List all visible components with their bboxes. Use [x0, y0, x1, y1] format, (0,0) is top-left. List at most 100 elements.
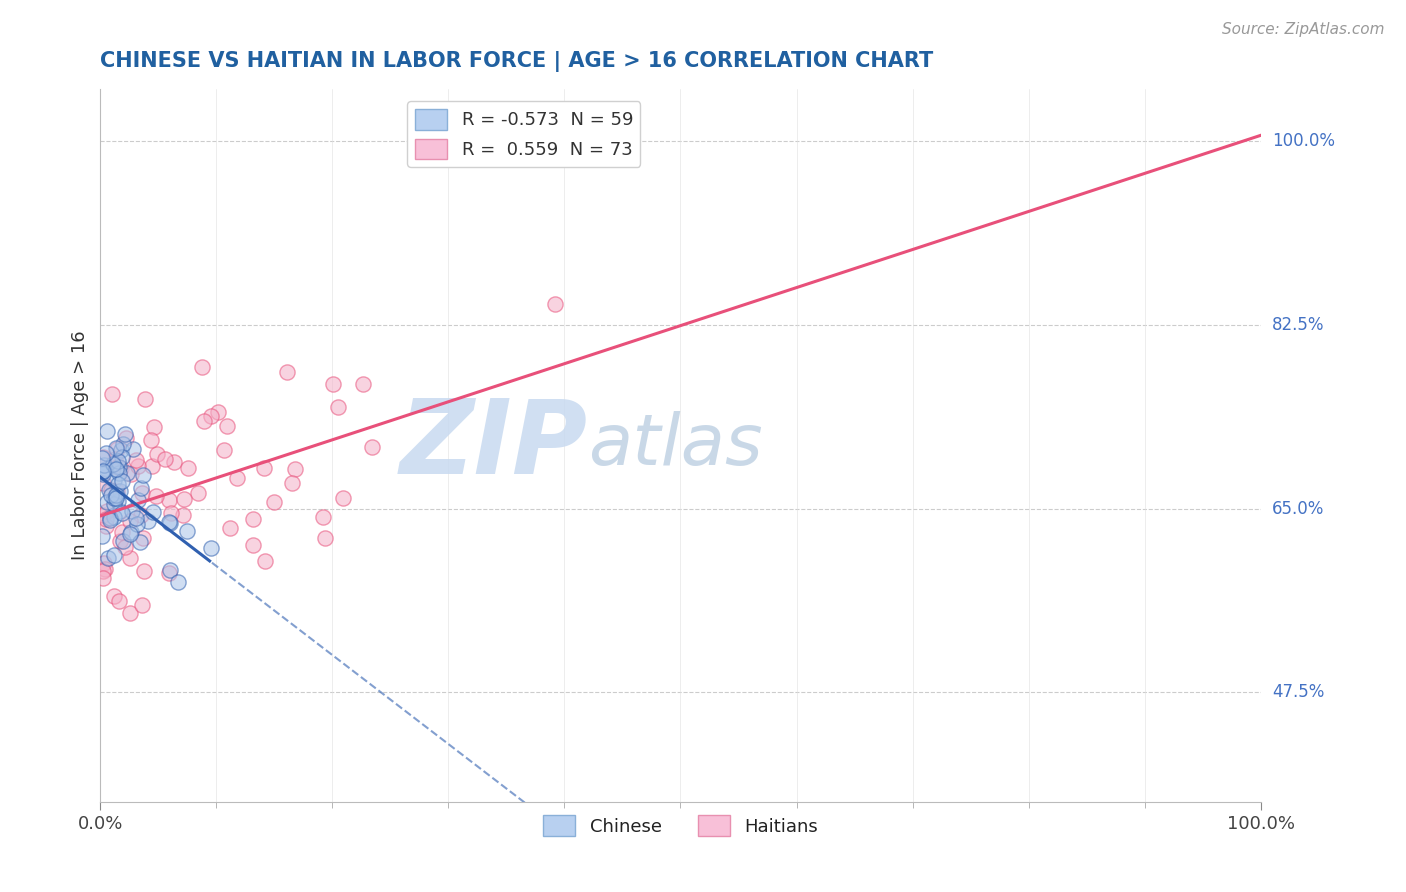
Point [159, 563, 181, 577]
Text: CHINESE VS HAITIAN IN LABOR FORCE | AGE > 16 CORRELATION CHART: CHINESE VS HAITIAN IN LABOR FORCE | AGE … [100, 51, 934, 71]
Point [200, 409, 222, 424]
Y-axis label: In Labor Force | Age > 16: In Labor Force | Age > 16 [72, 331, 89, 560]
Point [153, 451, 176, 466]
Point [96, 425, 118, 439]
Point [332, 491, 354, 505]
Point [112, 437, 135, 451]
Point [129, 481, 152, 495]
Text: ZIP: ZIP [399, 395, 588, 496]
Point [97, 551, 120, 566]
Point [108, 594, 131, 608]
Point [187, 485, 209, 500]
Point [93, 556, 115, 570]
Point [111, 506, 134, 520]
Point [132, 467, 155, 482]
Point [242, 538, 264, 552]
Point [200, 541, 222, 555]
Point [226, 471, 249, 485]
Point [100, 483, 122, 497]
Point [107, 494, 129, 508]
Point [157, 566, 180, 580]
Point [253, 461, 276, 475]
Point [114, 426, 136, 441]
Point [280, 476, 302, 491]
Point [352, 376, 374, 391]
Point [544, 297, 567, 311]
Point [104, 452, 127, 467]
Legend: Chinese, Haitians: Chinese, Haitians [536, 808, 825, 843]
Point [115, 467, 138, 481]
Point [103, 497, 125, 511]
Point [322, 377, 344, 392]
Point [103, 491, 125, 505]
Point [108, 533, 131, 548]
Point [132, 531, 155, 545]
Point [91, 508, 114, 522]
Point [176, 460, 198, 475]
Point [218, 521, 240, 535]
Point [107, 454, 129, 468]
Point [98, 513, 121, 527]
Point [159, 516, 181, 531]
Point [122, 442, 145, 456]
Point [105, 488, 128, 502]
Point [314, 531, 336, 545]
Point [217, 418, 239, 433]
Point [191, 359, 214, 374]
Point [93, 562, 115, 576]
Point [127, 459, 149, 474]
Point [96, 494, 118, 508]
Point [96, 518, 118, 533]
Point [172, 508, 194, 522]
Point [101, 457, 124, 471]
Point [103, 473, 125, 487]
Point [326, 400, 349, 414]
Text: Source: ZipAtlas.com: Source: ZipAtlas.com [1222, 22, 1385, 37]
Point [103, 589, 125, 603]
Text: 47.5%: 47.5% [1272, 683, 1324, 701]
Point [121, 503, 143, 517]
Point [263, 495, 285, 509]
Point [141, 459, 163, 474]
Point [284, 461, 307, 475]
Point [111, 525, 134, 540]
Point [360, 440, 382, 454]
Text: 65.0%: 65.0% [1272, 500, 1324, 517]
Point [125, 453, 148, 467]
Point [127, 492, 149, 507]
Point [176, 524, 198, 539]
Point [139, 433, 162, 447]
Text: 100.0%: 100.0% [1272, 132, 1334, 151]
Point [96, 512, 118, 526]
Point [118, 551, 141, 566]
Point [131, 598, 153, 612]
Point [142, 505, 165, 519]
Point [111, 533, 134, 548]
Point [90, 529, 112, 543]
Text: 82.5%: 82.5% [1272, 316, 1324, 334]
Point [163, 454, 186, 468]
Point [101, 387, 124, 401]
Point [91, 465, 114, 479]
Point [157, 515, 180, 529]
Point [143, 419, 166, 434]
Point [110, 443, 132, 458]
Point [91, 450, 114, 464]
Text: atlas: atlas [588, 411, 762, 480]
Point [111, 474, 134, 488]
Point [108, 466, 131, 480]
Point [94, 446, 117, 460]
Point [107, 476, 129, 491]
Point [128, 534, 150, 549]
Point [114, 541, 136, 555]
Point [312, 510, 335, 524]
Point [100, 488, 122, 502]
Point [110, 461, 132, 475]
Point [107, 483, 129, 498]
Point [120, 467, 142, 482]
Point [193, 414, 215, 428]
Point [160, 506, 183, 520]
Point [108, 483, 131, 498]
Point [91, 564, 114, 578]
Point [90, 451, 112, 466]
